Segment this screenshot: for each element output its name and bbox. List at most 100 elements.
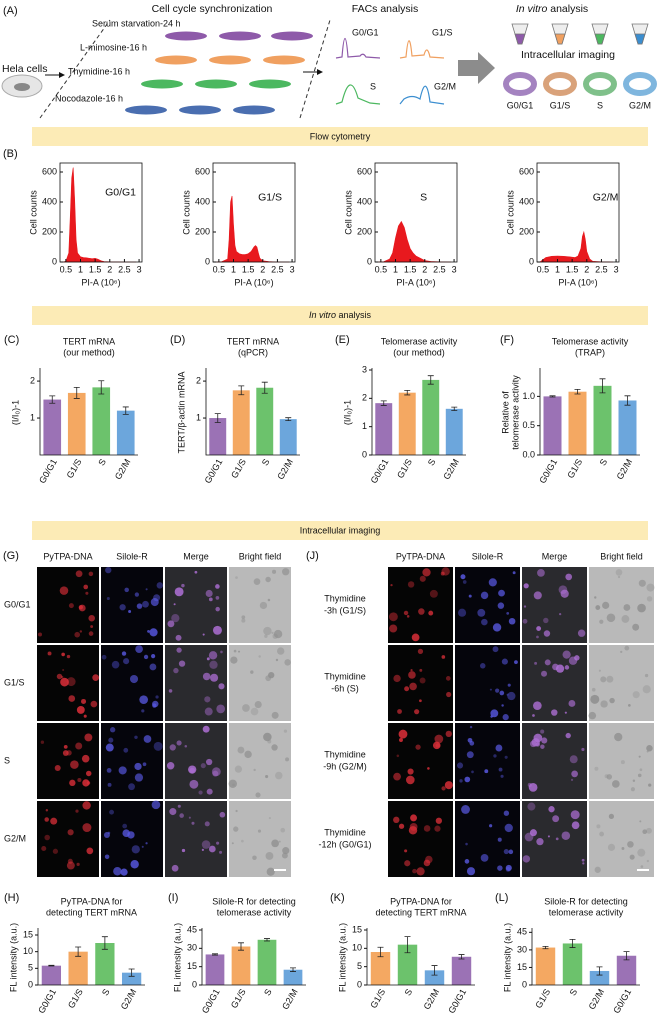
cell-spot xyxy=(408,671,416,679)
cell-spot xyxy=(419,677,426,684)
x-tick-label: G2/M xyxy=(280,987,300,1011)
bar xyxy=(116,410,135,455)
cell-spot xyxy=(105,743,114,752)
cell-spot xyxy=(632,623,640,631)
x-axis-label: PI-A (10⁶) xyxy=(81,277,120,287)
cell-spot xyxy=(397,709,402,714)
cell-spot xyxy=(555,664,565,673)
cell-spot xyxy=(233,649,237,653)
x-tick-label: G2/M xyxy=(275,457,295,481)
cell-spot xyxy=(642,829,648,835)
section-band xyxy=(32,127,648,146)
cell-spot xyxy=(536,635,539,639)
y-axis-label: Cell counts xyxy=(343,190,353,235)
cell-spot xyxy=(283,729,288,733)
cell-spot xyxy=(176,740,182,746)
plot-frame xyxy=(536,162,620,263)
cell-spot xyxy=(173,603,176,606)
cell-spot xyxy=(188,816,191,819)
panel-label: (B) xyxy=(3,148,18,160)
panel-label: (I) xyxy=(168,892,178,904)
y-tick-label: 30 xyxy=(517,944,527,954)
error-bar xyxy=(49,395,56,404)
cell-spot xyxy=(490,709,499,718)
cell-spot xyxy=(206,657,210,661)
cell-spot xyxy=(480,854,489,862)
cell-spot xyxy=(69,779,76,787)
x-tick-label: 1 xyxy=(78,264,83,274)
cell-spot xyxy=(271,839,279,848)
panel-label: (K) xyxy=(330,892,345,904)
row-label: Thymidine xyxy=(324,827,366,837)
cell-spot xyxy=(194,570,198,574)
cell-spot xyxy=(621,847,625,850)
cell-spot xyxy=(141,845,144,848)
error-bar xyxy=(431,965,438,976)
facs-phase: S xyxy=(370,81,376,91)
x-axis-label: PI-A (10⁶) xyxy=(558,277,597,287)
cell-spot xyxy=(505,864,512,872)
source-label: Hela cells xyxy=(2,63,48,75)
cell-spot xyxy=(492,646,499,653)
cell-spot xyxy=(617,575,621,579)
y-axis-label: (I/I₀)-1 xyxy=(342,400,352,425)
cell-spot xyxy=(562,650,571,659)
cell-spot xyxy=(263,732,272,742)
cell-spot xyxy=(590,694,600,704)
cell-spot xyxy=(88,631,94,636)
cell-spot xyxy=(399,738,403,742)
cell-spot xyxy=(541,670,548,677)
imaging-title: Intracellular imaging xyxy=(521,49,615,61)
cell-spot xyxy=(403,610,409,616)
cell-spot xyxy=(266,867,275,876)
cell-spot xyxy=(234,765,243,773)
cell-spot xyxy=(458,608,467,617)
cell-spot xyxy=(282,847,290,855)
cell-spot xyxy=(594,766,599,771)
panel-label: (A) xyxy=(3,5,18,17)
cell-spot xyxy=(66,677,76,687)
italic-part: In vitro xyxy=(516,3,548,15)
cell-spot xyxy=(594,596,597,599)
cell-spot xyxy=(471,770,474,774)
cell-spot xyxy=(280,827,286,833)
cell-spot xyxy=(181,848,186,853)
chart-subtitle: telomerase activity xyxy=(549,907,624,917)
micrograph xyxy=(588,566,655,644)
micrograph xyxy=(588,644,655,722)
bar xyxy=(279,419,297,455)
cell-spot xyxy=(83,714,87,718)
cell-spot xyxy=(465,842,468,846)
cell-spot xyxy=(504,823,513,833)
x-tick-label: G1/S xyxy=(229,457,248,480)
cell-spot xyxy=(564,711,567,714)
peak-annotation: G0/G1 xyxy=(105,186,136,198)
cell-spot xyxy=(407,768,414,775)
error-bar xyxy=(623,951,630,961)
cell-spot xyxy=(627,841,634,848)
cell-spot xyxy=(103,832,110,839)
error-bar xyxy=(599,378,606,394)
cell-spot xyxy=(582,862,585,865)
cell-spot xyxy=(432,741,441,750)
cell-spot xyxy=(81,754,90,763)
cell-spot xyxy=(646,827,652,834)
cell-spot xyxy=(393,772,401,781)
y-tick-label: 0 xyxy=(52,256,57,266)
cell-spot xyxy=(82,779,90,787)
error-bar xyxy=(122,406,129,415)
cell-spot xyxy=(598,669,601,672)
cell-spot xyxy=(131,845,140,854)
x-tick-label: 2 xyxy=(107,264,112,274)
cell-spot xyxy=(235,809,238,813)
cell-spot xyxy=(142,762,147,767)
cell-spot xyxy=(434,734,444,744)
cell-spot xyxy=(615,569,623,576)
cell-spot xyxy=(423,859,431,867)
cell-spot xyxy=(502,714,509,721)
cell-spot xyxy=(149,663,157,671)
cell-spot xyxy=(495,688,500,693)
cell-spot xyxy=(410,669,413,672)
error-bar xyxy=(380,400,387,406)
cell-spot xyxy=(54,765,61,772)
